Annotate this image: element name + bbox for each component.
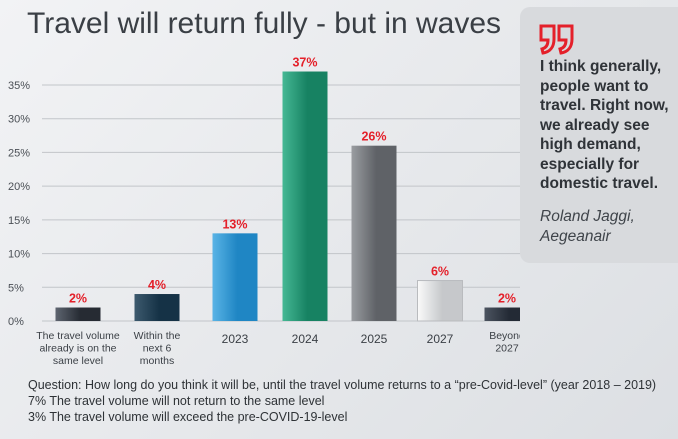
x-tick-label: 2027 bbox=[495, 343, 519, 355]
data-label: 37% bbox=[292, 56, 317, 70]
data-label: 2% bbox=[498, 292, 516, 306]
bar bbox=[134, 294, 180, 321]
x-tick-label: Within the bbox=[134, 330, 181, 342]
y-tick-label: 15% bbox=[8, 215, 30, 227]
y-tick-label: 25% bbox=[8, 147, 30, 159]
bar bbox=[212, 233, 258, 321]
quote-author: Roland Jaggi, Aegeanair bbox=[540, 207, 674, 246]
y-tick-label: 35% bbox=[8, 80, 30, 92]
x-tick-label: same level bbox=[53, 355, 103, 367]
x-tick-label: next 6 bbox=[143, 343, 172, 355]
x-tick-label: 2025 bbox=[361, 332, 388, 346]
y-tick-label: 20% bbox=[8, 181, 30, 193]
y-tick-label: 0% bbox=[8, 316, 24, 328]
x-tick-label: months bbox=[140, 355, 174, 367]
x-tick-label: 2027 bbox=[427, 332, 454, 346]
footnotes: Question: How long do you think it will … bbox=[28, 377, 678, 425]
y-tick-label: 30% bbox=[8, 114, 30, 126]
x-tick-label: 2023 bbox=[222, 332, 249, 346]
bar bbox=[282, 71, 328, 321]
data-label: 26% bbox=[361, 130, 386, 144]
quote-author-name: Roland Jaggi, bbox=[540, 208, 635, 225]
x-tick-label: The travel volume bbox=[36, 330, 120, 342]
page-title: Travel will return fully - but in waves bbox=[27, 7, 502, 40]
y-tick-label: 10% bbox=[8, 249, 30, 261]
data-label: 4% bbox=[148, 278, 166, 292]
bar-chart: 0% 5% 10% 15% 20% 25% 30% 35% 2% The travel volum… bbox=[8, 56, 520, 367]
bar bbox=[484, 307, 520, 321]
x-tick-label: 2024 bbox=[292, 332, 319, 346]
data-label: 2% bbox=[69, 292, 87, 306]
x-tick-label: Beyond bbox=[489, 330, 520, 342]
data-label: 13% bbox=[222, 217, 247, 231]
quote-author-company: Aegeanair bbox=[540, 227, 611, 245]
survey-question: Question: How long do you think it will … bbox=[28, 378, 657, 392]
data-label: 6% bbox=[431, 265, 449, 279]
bar bbox=[55, 307, 101, 321]
bar bbox=[351, 145, 397, 321]
y-tick-label: 5% bbox=[8, 282, 24, 294]
bar bbox=[417, 280, 463, 322]
quote-text: I think generally, people want to travel… bbox=[540, 58, 669, 192]
quote-card: I think generally, people want to travel… bbox=[520, 7, 678, 263]
x-tick-label: already is on the bbox=[39, 343, 116, 355]
footnote-exceed: 3% The travel volume will exceed the pre… bbox=[28, 410, 348, 424]
footnote-not-return: 7% The travel volume will not return to … bbox=[28, 394, 325, 408]
quote-mark-icon bbox=[539, 24, 574, 55]
